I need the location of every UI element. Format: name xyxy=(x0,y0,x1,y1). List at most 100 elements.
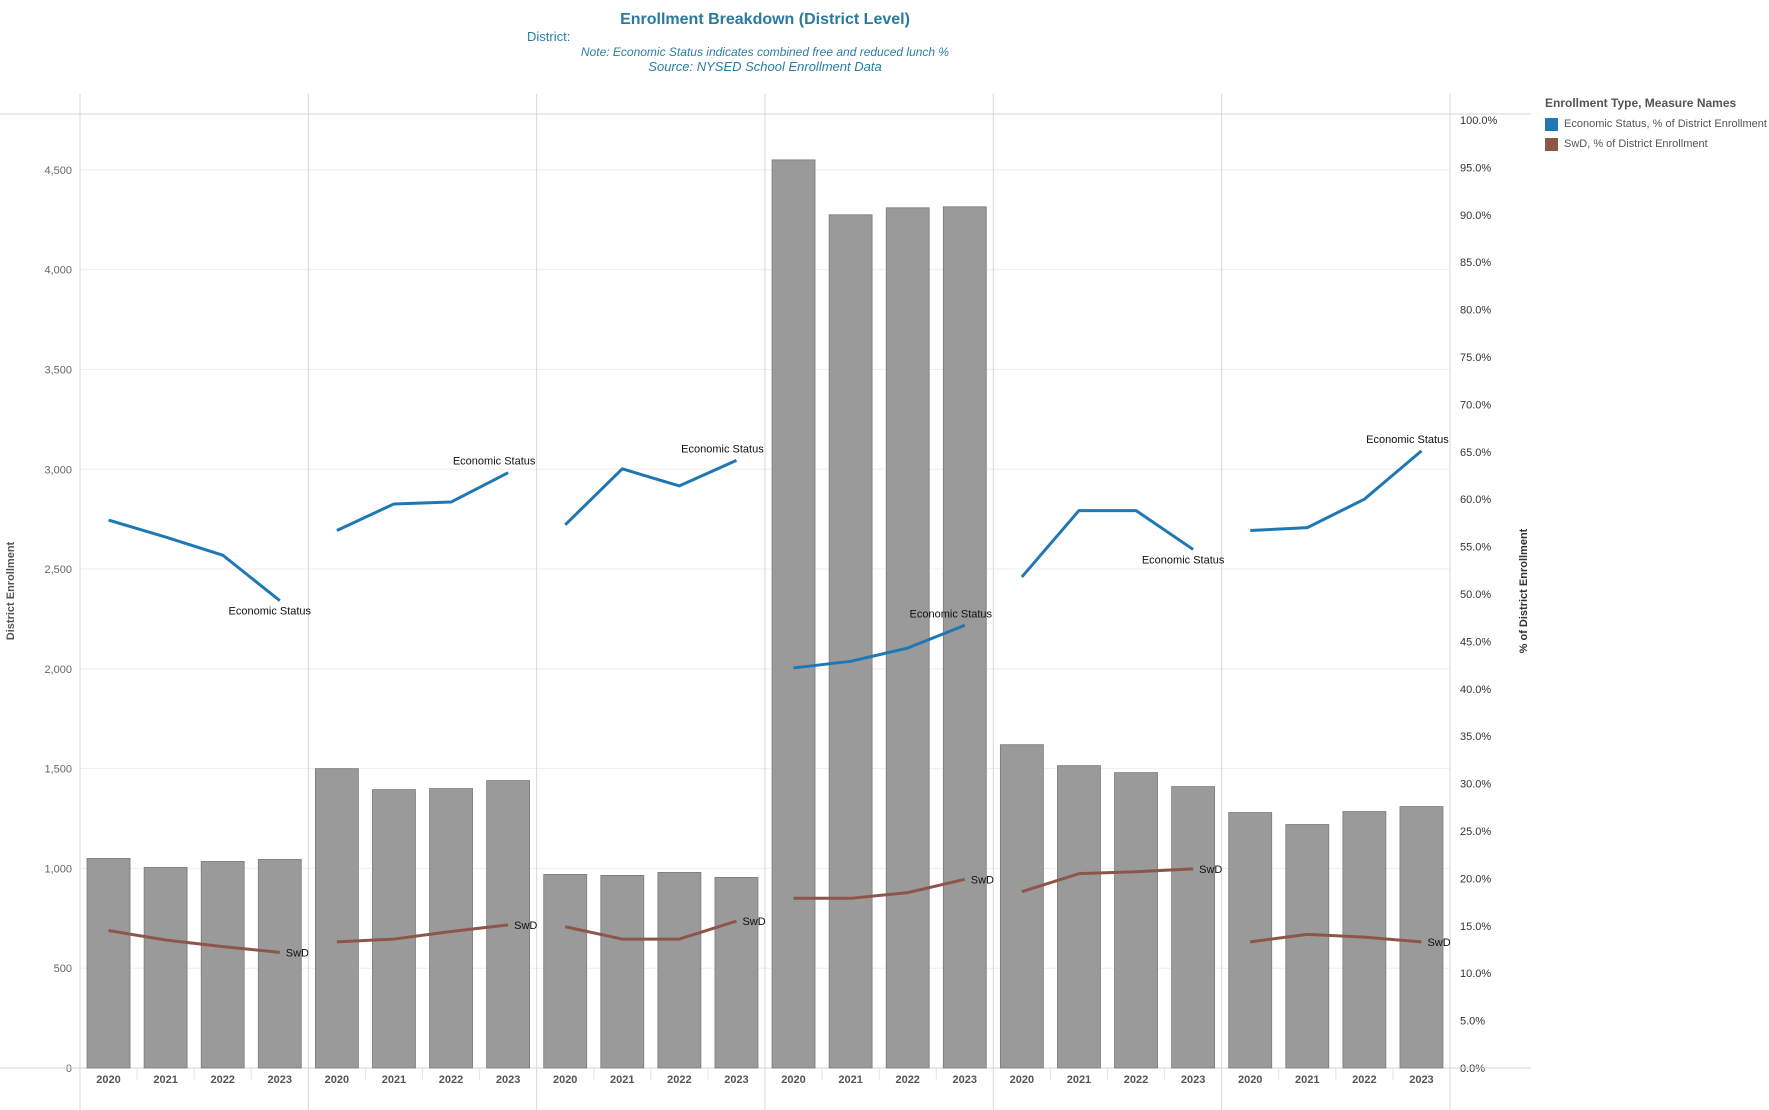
x-tick-label: 2022 xyxy=(210,1074,234,1086)
bar xyxy=(1285,824,1330,1069)
x-tick-label: 2021 xyxy=(838,1074,862,1086)
swd-line xyxy=(793,877,966,900)
bar xyxy=(314,768,359,1069)
bar xyxy=(999,744,1044,1069)
y2-tick-label: 10.0% xyxy=(1460,968,1491,980)
y2-tick-label: 15.0% xyxy=(1460,921,1491,933)
y2-tick-label: 20.0% xyxy=(1460,873,1491,885)
bar xyxy=(828,214,873,1069)
y-tick-label: 2,000 xyxy=(44,664,72,676)
economic-status-line xyxy=(1020,509,1194,578)
legend-title: Enrollment Type, Measure Names xyxy=(1545,96,1737,110)
legend-label: SwD, % of District Enrollment xyxy=(1564,138,1708,150)
bar xyxy=(600,875,645,1069)
bar xyxy=(200,861,245,1069)
x-tick-label: 2020 xyxy=(325,1074,349,1086)
economic-status-label: Economic Status xyxy=(1142,554,1225,566)
bar xyxy=(143,867,188,1069)
x-tick-label: 2023 xyxy=(953,1074,977,1086)
chart-source: Source: NYSED School Enrollment Data xyxy=(648,59,882,74)
economic-status-label: Economic Status xyxy=(453,456,536,468)
x-tick-label: 2021 xyxy=(382,1074,406,1086)
chart-title: Enrollment Breakdown (District Level) xyxy=(620,11,910,28)
bar xyxy=(1399,806,1444,1069)
economic-status-line xyxy=(564,458,738,526)
y2-tick-label: 40.0% xyxy=(1460,684,1491,696)
legend-swatch xyxy=(1545,137,1558,151)
bar xyxy=(714,876,759,1069)
swd-line xyxy=(108,929,280,954)
swd-line xyxy=(564,919,737,941)
bar xyxy=(543,874,588,1069)
y2-tick-label: 5.0% xyxy=(1460,1016,1485,1028)
y-tick-label: 2,500 xyxy=(44,564,72,576)
y-tick-label: 500 xyxy=(54,963,72,975)
x-tick-label: 2021 xyxy=(610,1074,634,1086)
x-tick-label: 2022 xyxy=(439,1074,463,1086)
bar xyxy=(1057,765,1101,1069)
bar xyxy=(372,789,416,1069)
swd-label: SwD xyxy=(514,920,537,932)
bar xyxy=(429,788,473,1069)
swd-label: SwD xyxy=(286,947,309,959)
y2-axis-title: % of District Enrollment xyxy=(1518,528,1530,653)
y2-tick-label: 30.0% xyxy=(1460,779,1491,791)
x-tick-label: 2022 xyxy=(1352,1074,1376,1086)
bar xyxy=(1114,772,1158,1069)
x-tick-label: 2020 xyxy=(1238,1074,1262,1086)
x-tick-label: 2023 xyxy=(1409,1074,1433,1086)
swd-label: SwD xyxy=(1427,937,1450,949)
economic-status-label: Economic Status xyxy=(910,608,993,620)
swd-label: SwD xyxy=(742,916,765,928)
economic-status-line xyxy=(1250,449,1423,532)
x-tick-label: 2020 xyxy=(553,1074,577,1086)
y2-tick-label: 95.0% xyxy=(1460,162,1491,174)
y2-tick-label: 60.0% xyxy=(1460,494,1491,506)
y-tick-label: 1,500 xyxy=(44,764,72,776)
y2-tick-label: 90.0% xyxy=(1460,210,1491,222)
legend-item-swd[interactable]: SwD, % of District Enrollment xyxy=(1545,134,1767,154)
x-tick-label: 2020 xyxy=(781,1074,805,1086)
y-tick-label: 3,000 xyxy=(44,464,72,476)
x-tick-label: 2023 xyxy=(724,1074,748,1086)
y-tick-label: 0 xyxy=(66,1063,72,1075)
y2-tick-label: 65.0% xyxy=(1460,447,1491,459)
y2-tick-label: 35.0% xyxy=(1460,731,1491,743)
x-tick-label: 2023 xyxy=(268,1074,292,1086)
bar xyxy=(486,780,531,1069)
y2-tick-label: 100.0% xyxy=(1460,115,1498,127)
bar xyxy=(942,206,987,1069)
y-axis-title: District Enrollment xyxy=(5,541,17,640)
y-tick-label: 1,000 xyxy=(44,863,72,875)
district-label: District: xyxy=(527,29,571,44)
economic-status-label: Economic Status xyxy=(229,606,312,618)
y2-tick-label: 25.0% xyxy=(1460,826,1491,838)
y2-tick-label: 70.0% xyxy=(1460,399,1491,411)
swd-line xyxy=(1250,932,1422,944)
x-tick-label: 2022 xyxy=(1124,1074,1148,1086)
legend-item-economic-status[interactable]: Economic Status, % of District Enrollmen… xyxy=(1545,114,1767,134)
economic-status-line xyxy=(793,623,966,670)
x-tick-label: 2022 xyxy=(667,1074,691,1086)
y2-tick-label: 45.0% xyxy=(1460,636,1491,648)
y2-tick-label: 0.0% xyxy=(1460,1063,1485,1075)
economic-status-label: Economic Status xyxy=(1366,434,1449,446)
economic-status-line xyxy=(336,471,509,532)
legend: Enrollment Type, Measure Names Economic … xyxy=(1545,96,1767,154)
x-tick-label: 2021 xyxy=(153,1074,177,1086)
swd-label: SwD xyxy=(971,874,994,886)
y2-tick-label: 85.0% xyxy=(1460,257,1491,269)
economic-status-label: Economic Status xyxy=(681,443,764,455)
legend-label: Economic Status, % of District Enrollmen… xyxy=(1564,118,1767,130)
x-tick-label: 2021 xyxy=(1295,1074,1319,1086)
x-tick-label: 2020 xyxy=(96,1074,120,1086)
x-tick-label: 2021 xyxy=(1067,1074,1091,1086)
y-tick-label: 4,000 xyxy=(44,265,72,277)
y2-tick-label: 50.0% xyxy=(1460,589,1491,601)
x-tick-label: 2022 xyxy=(895,1074,919,1086)
y-tick-label: 3,500 xyxy=(44,364,72,376)
bar xyxy=(657,872,702,1069)
y-tick-label: 4,500 xyxy=(44,165,72,177)
chart-note: Note: Economic Status indicates combined… xyxy=(580,45,950,59)
